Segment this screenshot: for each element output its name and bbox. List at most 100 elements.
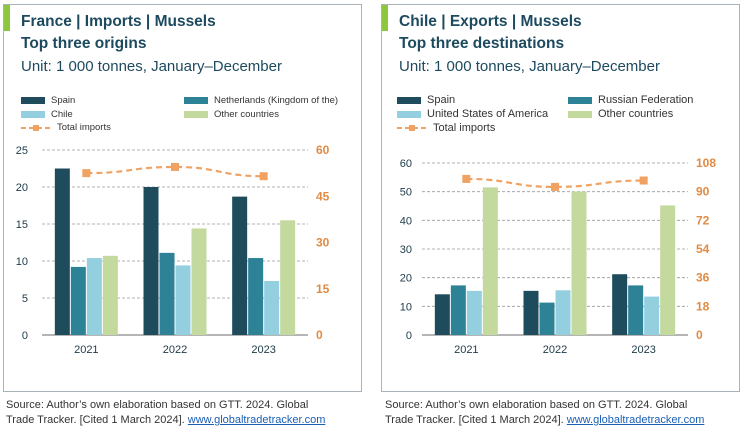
- source-note: Source: Author’s own elaboration based o…: [385, 398, 735, 428]
- chart-unit: Unit: 1 000 tonnes, January–December: [21, 58, 282, 75]
- y-tick-label: 30: [400, 244, 412, 256]
- legend-label: Total imports: [433, 122, 496, 134]
- chart-panel-chile: Chile | Exports | Mussels Top three dest…: [381, 4, 740, 392]
- bar: [70, 266, 86, 335]
- bar: [159, 252, 175, 335]
- x-tick-label: 2022: [163, 344, 187, 356]
- chart-title: France | Imports | Mussels: [21, 13, 216, 30]
- legend-swatch: [397, 96, 421, 104]
- bar: [644, 296, 660, 335]
- y2-tick-label: 0: [316, 328, 323, 342]
- chart-title: Chile | Exports | Mussels: [399, 13, 582, 30]
- legend-label: Russian Federation: [598, 94, 694, 106]
- bar: [612, 274, 628, 335]
- y-tick-label: 0: [22, 330, 28, 342]
- x-tick-label: 2023: [631, 344, 655, 356]
- legend-item-other: Other countries: [184, 109, 279, 120]
- bar: [191, 228, 207, 335]
- legend-swatch: [21, 123, 51, 133]
- source-link[interactable]: www.globaltradetracker.com: [566, 414, 705, 426]
- legend-label: Spain: [427, 94, 456, 106]
- bar: [248, 258, 264, 335]
- legend-item-spain: Spain: [397, 94, 455, 106]
- total-marker: [639, 176, 648, 185]
- legend-label: Other countries: [598, 108, 674, 120]
- y2-tick-label: 0: [696, 328, 703, 342]
- y-tick-label: 15: [16, 219, 28, 231]
- legend-item-netherlands: Netherlands (Kingdom of the): [184, 95, 338, 106]
- chart-subtitle: Top three destinations: [399, 35, 565, 52]
- source-text-line2: Trade Tracker. [Cited 1 March 2024].: [385, 414, 564, 426]
- chart-plot-area: 0 10 20 30 40 50 60 0 18 36 54 72 90 108 2021 2022 2023: [400, 156, 717, 356]
- source-link[interactable]: www.globaltradetracker.com: [187, 414, 326, 426]
- bar: [466, 290, 482, 335]
- y-tick-label: 60: [400, 158, 412, 170]
- legend-swatch: [397, 110, 421, 118]
- y-tick-label: 0: [406, 330, 412, 342]
- chart-plot-area: 0 5 10 15 20 25 0 15 30 45 60 2021 2022 2023: [16, 143, 330, 356]
- legend-item-russia: Russian Federation: [568, 94, 693, 106]
- chart-unit: Unit: 1 000 tonnes, January–December: [399, 58, 660, 75]
- chart-panel-france: France | Imports | Mussels Top three ori…: [3, 4, 362, 392]
- legend-swatch: [184, 97, 208, 104]
- legend-label: Other countries: [214, 109, 279, 120]
- y-tick-label: 50: [400, 187, 412, 199]
- bar: [175, 265, 191, 335]
- legend-swatch: [184, 111, 208, 118]
- accent-bar: [382, 5, 388, 31]
- x-tick-label: 2021: [74, 344, 98, 356]
- bar: [54, 168, 70, 335]
- bar: [571, 191, 587, 335]
- y-tick-label: 5: [22, 293, 28, 305]
- legend-label: United States of America: [427, 108, 549, 120]
- legend-item-other: Other countries: [568, 108, 673, 120]
- y-tick-label: 20: [16, 182, 28, 194]
- source-note: Source: Author’s own elaboration based o…: [6, 398, 356, 428]
- legend-item-chile: Chile: [21, 109, 73, 120]
- bar: [628, 285, 644, 335]
- accent-bar: [4, 5, 10, 31]
- legend-swatch: [568, 96, 592, 104]
- chart-subtitle: Top three origins: [21, 35, 147, 52]
- y2-tick-label: 90: [696, 185, 710, 199]
- bar: [434, 294, 450, 335]
- legend-item-total: Total imports: [21, 122, 111, 133]
- total-marker: [259, 172, 268, 181]
- bar: [86, 258, 102, 335]
- x-tick-label: 2022: [543, 344, 567, 356]
- legend-label: Spain: [51, 95, 76, 106]
- y-tick-label: 25: [16, 145, 28, 157]
- legend-label: Total imports: [57, 122, 111, 133]
- bar: [264, 280, 280, 335]
- y2-tick-label: 30: [316, 236, 330, 250]
- bar: [482, 187, 498, 335]
- bar: [660, 205, 676, 335]
- source-text-line1: Source: Author’s own elaboration based o…: [6, 399, 309, 411]
- legend-item-spain: Spain: [21, 95, 75, 106]
- x-tick-label: 2023: [251, 344, 275, 356]
- y2-tick-label: 15: [316, 282, 330, 296]
- y2-tick-label: 60: [316, 143, 330, 157]
- bar: [280, 220, 296, 335]
- legend-swatch: [21, 111, 45, 118]
- x-tick-label: 2021: [454, 344, 478, 356]
- y-tick-label: 10: [16, 256, 28, 268]
- legend-swatch: [397, 123, 427, 133]
- bar: [102, 255, 118, 335]
- y-tick-label: 20: [400, 273, 412, 285]
- total-marker: [462, 174, 471, 183]
- y2-tick-label: 54: [696, 242, 710, 256]
- total-line: [466, 177, 644, 188]
- bar: [143, 187, 159, 335]
- legend-label: Chile: [51, 109, 73, 120]
- y2-tick-label: 36: [696, 271, 710, 285]
- bar: [232, 196, 248, 335]
- legend-item-usa: United States of America: [397, 108, 548, 120]
- y-tick-label: 10: [400, 301, 412, 313]
- y2-tick-label: 45: [316, 189, 330, 203]
- y2-tick-label: 72: [696, 213, 710, 227]
- legend-label: Netherlands (Kingdom of the): [214, 95, 339, 106]
- y-tick-label: 40: [400, 215, 412, 227]
- bar: [450, 285, 466, 335]
- legend-swatch: [568, 110, 592, 118]
